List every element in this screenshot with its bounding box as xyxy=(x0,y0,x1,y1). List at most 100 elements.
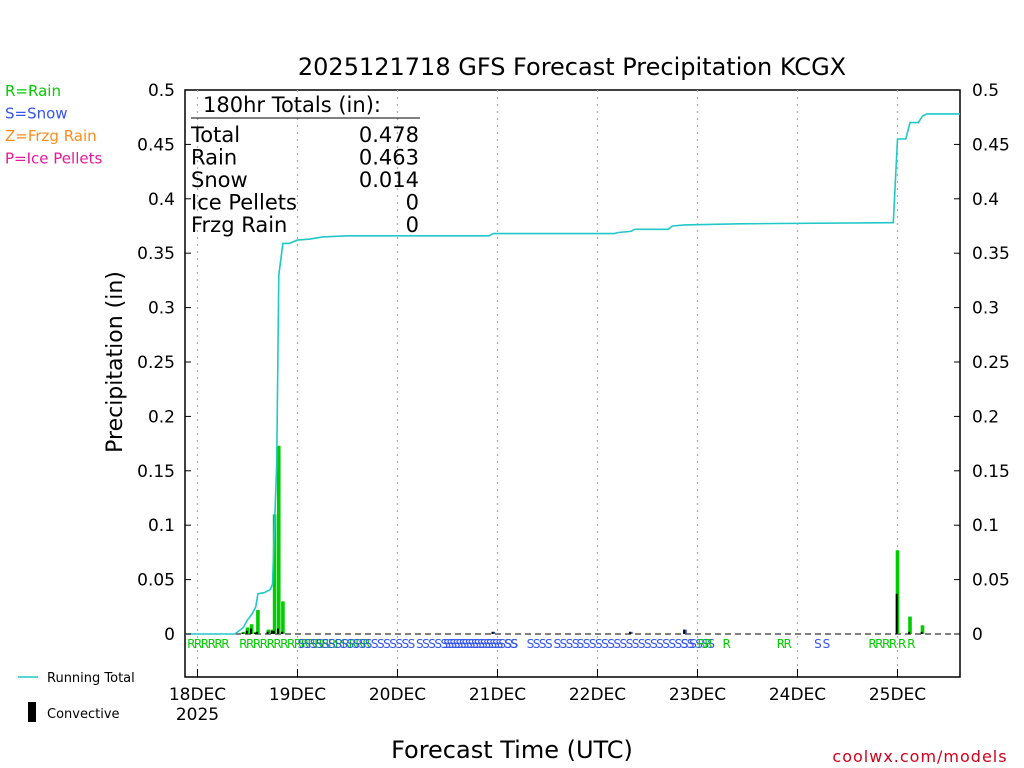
convective-bar-0 xyxy=(241,632,244,634)
ptype-run-2: SSSSSSSSSSSSSSSSSSS SSSSSSSSSSSSSS SS xyxy=(298,637,518,651)
convective-bar-1 xyxy=(245,630,248,634)
ytick-label-right-8: 0.4 xyxy=(972,190,999,210)
ytick-label-left-9: 0.45 xyxy=(137,135,175,155)
precip-bars xyxy=(241,445,925,634)
convective-bar-13 xyxy=(895,593,898,634)
totals-label-4: Frzg Rain xyxy=(191,213,287,237)
xtick-label-6: 24DEC xyxy=(769,685,826,705)
y-axis-title: Precipitation (in) xyxy=(103,271,128,453)
totals-value-4: 0 xyxy=(406,213,419,237)
precip-bar-9 xyxy=(281,601,285,634)
ytick-label-right-1: 0.05 xyxy=(972,571,1010,591)
totals-label-2: Snow xyxy=(191,168,248,192)
precip-bar-7 xyxy=(272,514,277,634)
xtick-label-4: 22DEC xyxy=(569,685,626,705)
ytick-label-right-9: 0.45 xyxy=(972,135,1010,155)
totals-value-0: 0.478 xyxy=(359,123,419,147)
precip-bar-4 xyxy=(256,610,260,634)
convective-bar-5 xyxy=(266,631,269,634)
totals-box: 180hr Totals (in): Total 0.478 Rain 0.463 Sn… xyxy=(190,93,420,237)
convective-bar-3 xyxy=(254,632,257,634)
xtick-label-0: 18DEC xyxy=(169,685,226,705)
ytick-label-right-5: 0.25 xyxy=(972,353,1010,373)
ytick-label-right-2: 0.1 xyxy=(972,516,999,536)
totals-value-1: 0.463 xyxy=(359,146,419,170)
legend-type-3: P=Ice Pellets xyxy=(5,150,102,168)
ytick-label-left-8: 0.4 xyxy=(148,190,175,210)
ytick-label-left-10: 0.5 xyxy=(148,81,175,101)
ytick-label-left-3: 0.15 xyxy=(137,462,175,482)
ptype-run-6: S S xyxy=(681,637,696,651)
convective-bar-2 xyxy=(249,628,252,634)
ytick-label-right-3: 0.15 xyxy=(972,462,1010,482)
y-axis-ticks: 0 00.05 0.050.1 0.10.15 0.150.2 0.20.25 0.250.… xyxy=(137,81,1010,645)
ytick-label-left-1: 0.05 xyxy=(137,571,175,591)
ytick-label-right-0: 0 xyxy=(972,625,983,645)
convective-bar-4 xyxy=(256,631,259,634)
convective-swatch xyxy=(28,702,36,722)
ptype-run-4: SSSS SSSS xyxy=(527,637,579,651)
xtick-sublabel-0: 2025 xyxy=(176,705,219,725)
precip-bar-14 xyxy=(908,616,912,634)
ptype-run-0: RRRRRR xyxy=(187,637,229,651)
xtick-label-7: 25DEC xyxy=(869,685,926,705)
totals-label-0: Total xyxy=(190,123,240,147)
ytick-label-right-4: 0.2 xyxy=(972,407,999,427)
ytick-label-right-6: 0.3 xyxy=(972,299,999,319)
ptype-run-8: R xyxy=(723,637,731,651)
totals-value-2: 0.014 xyxy=(359,168,419,192)
ptype-run-11: RRRR R R xyxy=(868,637,915,651)
precip-bar-13 xyxy=(895,550,900,634)
convective-bar-7 xyxy=(272,630,275,634)
xtick-label-2: 20DEC xyxy=(369,685,426,705)
credit-text: coolwx.com/models xyxy=(832,747,1007,766)
xtick-label-1: 19DEC xyxy=(269,685,326,705)
precip-type-legend: R=Rain S=Snow Z=Frzg Rain P=Ice Pellets xyxy=(5,82,102,168)
ytick-label-left-0: 0 xyxy=(164,625,175,645)
chart-title: 2025121718 GFS Forecast Precipitation KC… xyxy=(298,53,846,81)
series-legend: Running Total Convective xyxy=(18,671,135,722)
ptype-run-9: RR xyxy=(777,637,792,651)
x-axis-title: Forecast Time (UTC) xyxy=(391,736,633,764)
convective-bar-10 xyxy=(491,631,494,634)
ytick-label-left-2: 0.1 xyxy=(148,516,175,536)
ptype-run-1: RRRRRRRRRRRRRRRRRRR xyxy=(239,637,370,651)
convective-bar-14 xyxy=(908,631,911,634)
xtick-label-5: 23DEC xyxy=(669,685,726,705)
legend-type-2: Z=Frzg Rain xyxy=(5,127,97,145)
convective-bar-9 xyxy=(281,631,284,634)
ytick-label-right-7: 0.35 xyxy=(972,244,1010,264)
running-total-legend-label: Running Total xyxy=(47,671,135,686)
precip-bar-8 xyxy=(276,445,281,634)
totals-value-3: 0 xyxy=(406,191,419,215)
convective-legend-label: Convective xyxy=(47,707,120,722)
ptype-run-5: SSSSSSSSSSSSSSSSSSS SSS xyxy=(577,637,715,651)
convective-bar-6 xyxy=(270,630,273,634)
vertical-gridlines xyxy=(196,90,899,677)
convective-bar-12 xyxy=(683,629,686,634)
ptype-run-3: SSSSSSSSSSSS xyxy=(443,637,517,651)
totals-label-3: Ice Pellets xyxy=(191,191,297,215)
running-total-series xyxy=(185,113,960,635)
convective-bar-8 xyxy=(276,628,279,634)
precip-bar-1 xyxy=(245,627,250,634)
running-total-line xyxy=(185,113,960,635)
ptype-run-10: S S xyxy=(814,637,829,651)
xtick-label-3: 21DEC xyxy=(469,685,526,705)
precip-type-strip: RRRRRR RRRRRRRRRRRRRRRRRRRSSSSSSSSSSSSSSS… xyxy=(187,637,917,651)
ytick-label-left-7: 0.35 xyxy=(137,244,175,264)
ptype-run-7: RR xyxy=(698,637,713,651)
plot-frame xyxy=(184,89,961,678)
convective-bar-11 xyxy=(629,631,632,634)
convective-bar-15 xyxy=(920,631,923,634)
totals-label-1: Rain xyxy=(191,146,237,170)
totals-heading: 180hr Totals (in): xyxy=(203,93,381,117)
ytick-label-left-4: 0.2 xyxy=(148,407,175,427)
legend-type-1: S=Snow xyxy=(5,105,68,123)
ytick-label-left-6: 0.3 xyxy=(148,299,175,319)
precip-bar-15 xyxy=(920,625,925,634)
ytick-label-right-10: 0.5 xyxy=(972,81,999,101)
legend-type-0: R=Rain xyxy=(5,82,61,100)
